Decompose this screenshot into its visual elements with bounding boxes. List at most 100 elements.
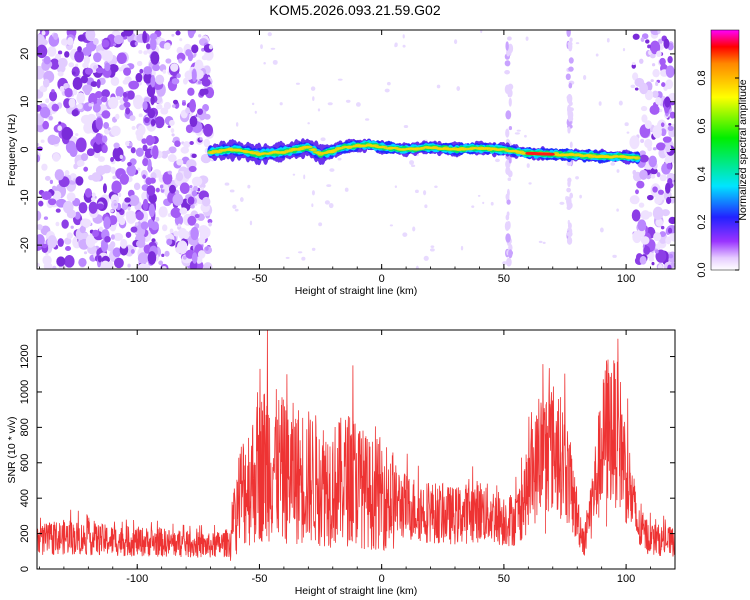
noise-blob: [75, 137, 87, 153]
noise-blob: [525, 36, 529, 41]
noise-blob: [143, 50, 148, 55]
noise-blob: [38, 200, 44, 207]
noise-blob: [57, 71, 64, 77]
noise-blob: [128, 80, 140, 90]
noise-blob: [410, 164, 416, 168]
y-tick-label: 600: [19, 454, 31, 472]
noise-blob: [505, 110, 512, 120]
noise-blob: [639, 150, 646, 156]
noise-blob: [136, 60, 143, 67]
noise-blob: [631, 63, 636, 69]
noise-blob: [247, 184, 251, 189]
noise-blob: [670, 262, 675, 268]
noise-blob: [327, 102, 333, 106]
noise-blob: [631, 61, 636, 66]
noise-blob: [655, 218, 664, 227]
noise-blob: [156, 103, 163, 110]
noise-blob: [638, 202, 645, 208]
noise-blob: [119, 154, 124, 160]
noise-blob: [566, 236, 573, 245]
colorbar-label: Normalized spectral amplitude: [737, 79, 749, 220]
noise-blob: [90, 197, 96, 202]
noise-blob: [51, 89, 55, 93]
noise-blob: [640, 236, 650, 245]
noise-blob: [163, 101, 172, 110]
noise-blob: [482, 201, 485, 205]
noise-blob: [648, 50, 652, 56]
noise-blob: [150, 74, 156, 88]
noise-blob: [71, 109, 79, 117]
noise-blob: [414, 189, 419, 194]
noise-blob: [127, 263, 131, 268]
noise-blob: [146, 43, 151, 50]
noise-blob: [203, 123, 214, 137]
noise-blob: [158, 260, 164, 266]
noise-blob: [636, 180, 645, 189]
noise-blob: [639, 255, 647, 265]
noise-blob: [159, 184, 164, 189]
noise-blob: [119, 99, 123, 104]
noise-blob: [172, 99, 179, 105]
noise-blob: [180, 146, 189, 154]
noise-blob: [197, 250, 206, 259]
noise-blob: [272, 59, 278, 65]
trail-segment: [306, 145, 313, 149]
noise-blob: [113, 203, 117, 206]
noise-blob: [37, 224, 43, 230]
noise-blob: [311, 203, 314, 208]
noise-blob: [47, 46, 57, 57]
noise-blob: [567, 112, 572, 122]
noise-blob: [610, 162, 616, 166]
noise-blob: [175, 30, 181, 36]
noise-blob: [74, 211, 81, 220]
noise-blob: [616, 169, 620, 173]
noise-blob: [55, 221, 60, 227]
noise-blob: [648, 257, 655, 262]
noise-blob: [116, 52, 127, 64]
noise-blob: [566, 230, 573, 238]
noise-blob: [162, 69, 167, 74]
trail-segment: [634, 156, 641, 160]
noise-blob: [127, 90, 135, 100]
noise-blob: [152, 64, 160, 72]
noise-blob: [163, 42, 171, 51]
noise-blob: [200, 187, 205, 191]
noise-blob: [505, 128, 510, 138]
noise-blob: [78, 257, 87, 267]
noise-blob: [508, 249, 513, 259]
noise-blob: [208, 222, 212, 227]
noise-blob: [64, 87, 73, 98]
noise-blob: [68, 98, 76, 108]
noise-blob: [198, 34, 202, 38]
noise-blob: [175, 172, 184, 182]
noise-blob: [663, 38, 670, 49]
noise-blob: [100, 239, 109, 252]
noise-blob: [142, 101, 148, 111]
noise-blob: [629, 135, 640, 150]
noise-blob: [140, 221, 149, 230]
noise-blob: [141, 138, 147, 145]
noise-blob: [101, 89, 110, 98]
noise-blob: [318, 222, 323, 227]
noise-blob: [44, 175, 51, 181]
noise-blob: [113, 142, 120, 149]
noise-blob: [566, 187, 571, 193]
noise-blob: [664, 96, 671, 108]
noise-blob: [191, 68, 197, 82]
noise-blob: [111, 180, 122, 194]
noise-blob: [208, 44, 213, 50]
noise-blob: [514, 132, 520, 135]
noise-blob: [82, 62, 89, 69]
noise-blob: [310, 86, 316, 91]
noise-blob: [190, 226, 199, 241]
noise-blob: [124, 140, 131, 147]
noise-blob: [148, 203, 156, 218]
noise-blob: [41, 243, 48, 249]
noise-blob: [165, 58, 172, 64]
noise-blob: [239, 197, 244, 202]
noise-blob: [254, 110, 257, 114]
noise-blob: [91, 192, 96, 198]
noise-blob: [167, 170, 172, 175]
noise-blob: [506, 257, 512, 267]
noise-blob: [115, 113, 120, 120]
